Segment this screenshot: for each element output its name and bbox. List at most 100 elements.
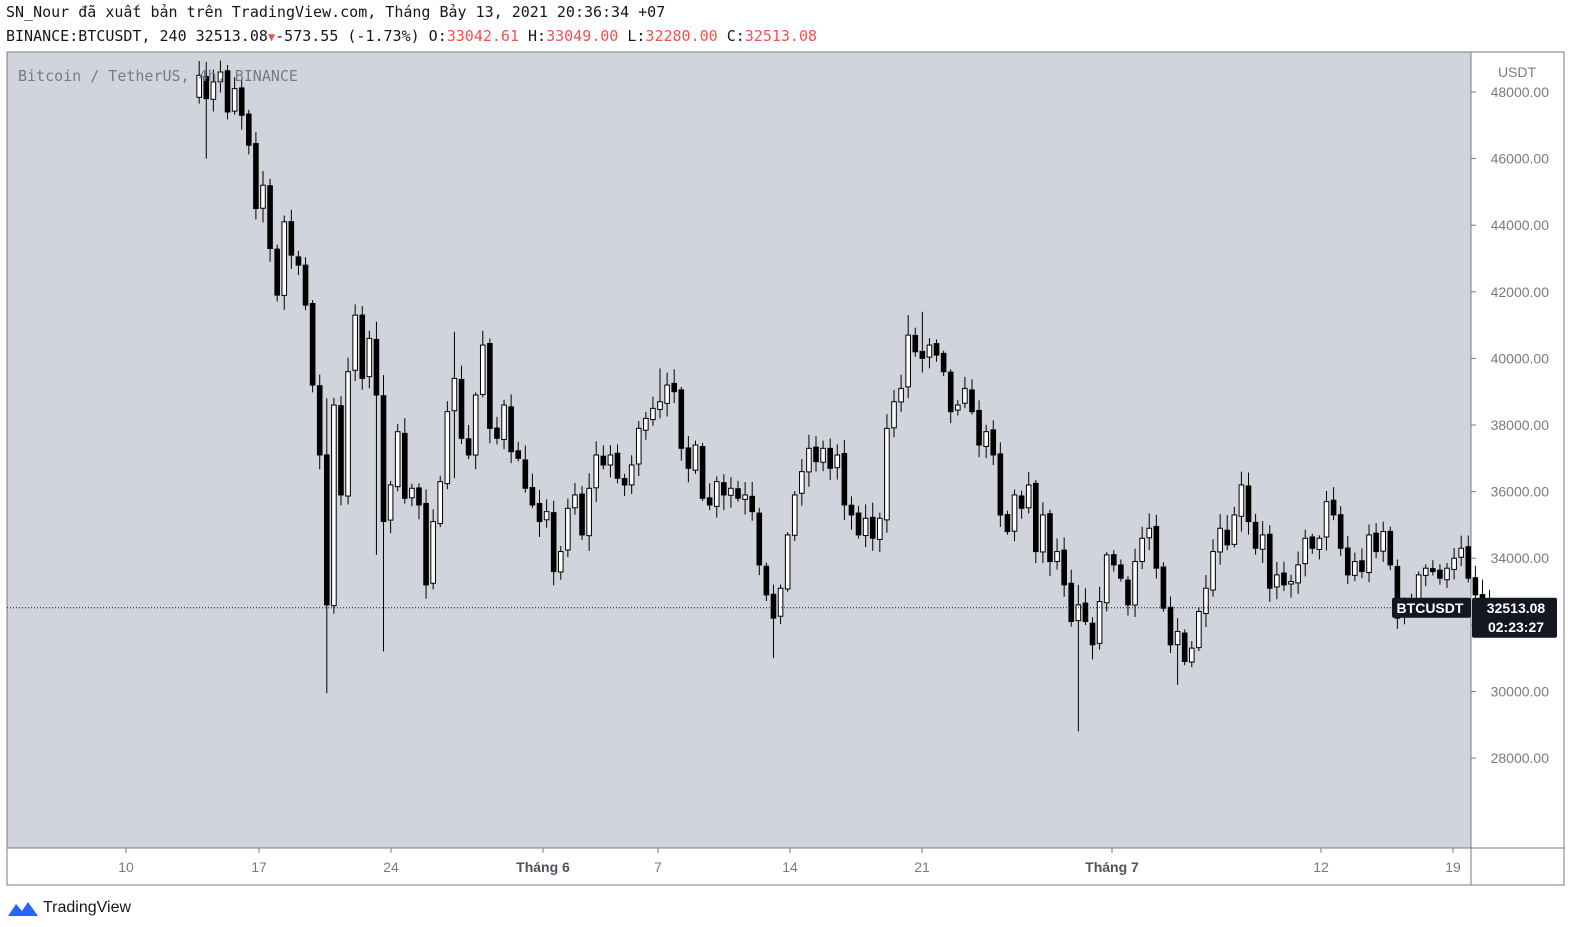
- candle: [515, 441, 522, 462]
- candle: [231, 77, 238, 115]
- candle: [834, 444, 841, 480]
- y-tick-label: 38000.00: [1491, 417, 1550, 433]
- candle-body-down: [1245, 485, 1252, 523]
- candle: [692, 440, 699, 474]
- candle: [557, 545, 564, 580]
- candle: [1118, 559, 1124, 582]
- candle: [352, 304, 358, 381]
- candle: [926, 338, 933, 369]
- candle: [784, 532, 791, 592]
- candle-body-up: [713, 481, 720, 507]
- candle: [905, 315, 911, 399]
- candle-body-up: [884, 427, 890, 521]
- candle: [1309, 533, 1316, 554]
- tradingview-logo[interactable]: TradingView: [6, 898, 131, 918]
- price-axis[interactable]: [1471, 52, 1564, 848]
- candle: [487, 338, 493, 444]
- open-value: 33042.61: [446, 27, 519, 45]
- candle-body-up: [1096, 601, 1103, 644]
- candle: [1004, 510, 1011, 535]
- candle: [1054, 538, 1060, 570]
- candle: [586, 473, 592, 551]
- candle-body-up: [196, 74, 202, 98]
- candle: [777, 584, 784, 625]
- candle-body-up: [593, 454, 600, 489]
- candle: [721, 474, 727, 511]
- candle: [324, 398, 330, 694]
- candle: [543, 499, 550, 528]
- candle-body-up: [1323, 501, 1330, 538]
- candle: [1394, 559, 1401, 629]
- candle: [359, 305, 366, 390]
- candle-body-up: [1458, 547, 1465, 558]
- candle: [1210, 539, 1216, 597]
- candle-body-up: [281, 221, 288, 296]
- time-axis[interactable]: [7, 848, 1564, 885]
- candle: [380, 375, 387, 652]
- candle-body-down: [1153, 525, 1160, 569]
- candle: [877, 512, 883, 553]
- y-tick-label: 28000.00: [1491, 750, 1550, 766]
- candle: [522, 445, 529, 493]
- candle: [260, 171, 266, 223]
- candle: [1132, 548, 1138, 617]
- candle-body-down: [550, 512, 557, 573]
- candle-body-up: [635, 427, 642, 465]
- candle: [664, 372, 670, 417]
- candle-body-up: [501, 404, 507, 440]
- candle-body-up: [777, 587, 784, 617]
- candle-body-up: [479, 344, 486, 395]
- high-label: H:: [528, 27, 547, 45]
- candle-body-up: [1316, 537, 1323, 550]
- candle-body-down: [508, 406, 514, 453]
- candle: [976, 400, 982, 458]
- candle-body-down: [1125, 579, 1131, 606]
- candle-body-up: [472, 394, 479, 456]
- candle: [253, 132, 259, 220]
- candle: [316, 374, 323, 470]
- candle: [862, 504, 869, 548]
- candle: [1330, 487, 1337, 521]
- candle: [458, 365, 465, 444]
- candle: [1139, 526, 1145, 570]
- candle-body-up: [742, 494, 748, 500]
- candle-body-down: [621, 478, 628, 486]
- candle: [331, 397, 337, 614]
- candle: [267, 178, 273, 262]
- symbol-interval: BINANCE:BTCUSDT, 240: [6, 27, 187, 45]
- candle-body-down: [1252, 521, 1259, 549]
- candle: [969, 379, 975, 415]
- candle-body-down: [316, 385, 323, 456]
- symbol-tag-box: [1392, 597, 1471, 618]
- candle-body-down: [1082, 602, 1089, 623]
- candle: [1316, 535, 1323, 560]
- candle-body-down: [1465, 546, 1472, 579]
- candle: [1125, 576, 1131, 616]
- candle: [799, 459, 805, 506]
- candle: [728, 477, 734, 508]
- candle-body-up: [387, 484, 394, 521]
- candle: [806, 434, 812, 487]
- candle-body-down: [401, 432, 408, 499]
- candle: [621, 473, 628, 497]
- candle-body-down: [933, 343, 940, 356]
- candle: [224, 64, 231, 120]
- candle: [196, 60, 202, 104]
- candle: [1366, 524, 1372, 583]
- candle-body-up: [1011, 494, 1018, 532]
- candle-body-down: [1089, 622, 1096, 646]
- candle-body-up: [820, 447, 826, 463]
- candle: [1387, 526, 1394, 571]
- candle: [1344, 535, 1351, 585]
- candle: [1437, 564, 1443, 585]
- candle-body-up: [784, 534, 791, 590]
- plot-area[interactable]: [7, 52, 1471, 848]
- candle: [479, 330, 486, 398]
- candle: [536, 489, 543, 537]
- candle-body-down: [458, 378, 465, 439]
- candle-body-down: [1330, 499, 1337, 516]
- candle-body-up: [1025, 484, 1032, 509]
- candle-body-up: [565, 507, 571, 551]
- candle-body-up: [557, 551, 564, 573]
